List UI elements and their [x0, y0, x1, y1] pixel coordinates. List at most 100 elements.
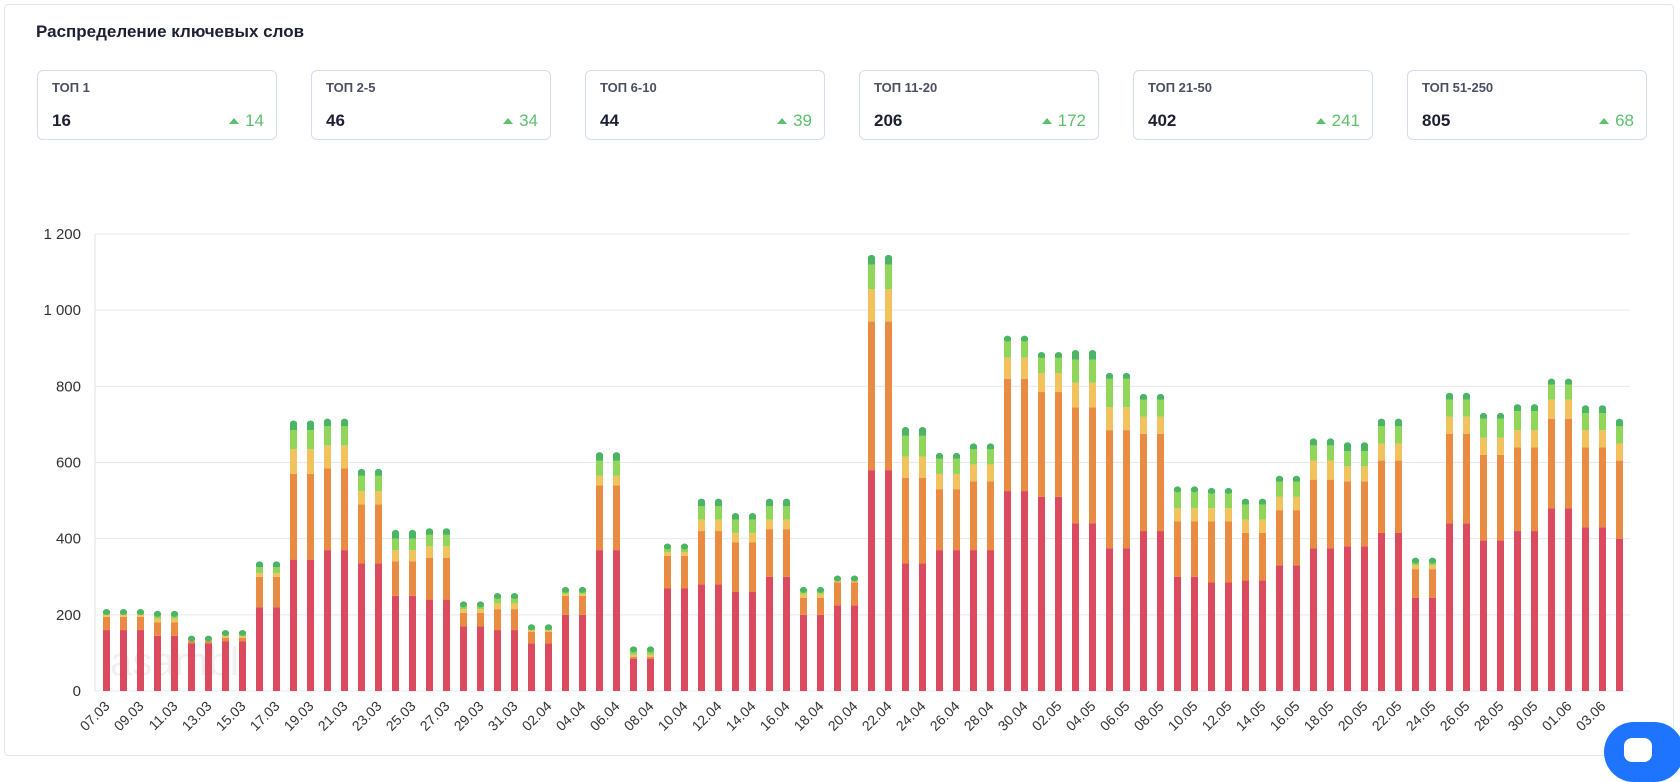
bar-segment	[715, 519, 722, 532]
bar-segment	[1310, 548, 1317, 691]
bar-segment	[1055, 496, 1062, 691]
bar-segment	[766, 529, 773, 577]
bar-cap	[1276, 475, 1283, 482]
x-tick-label: 16.05	[1267, 698, 1303, 734]
x-tick-label: 18.04	[791, 698, 827, 734]
x-tick-label: 26.05	[1437, 698, 1473, 734]
stat-card-top21-50[interactable]: ТОП 21-50 402 241	[1133, 70, 1373, 140]
stat-card-top11-20[interactable]: ТОП 11-20 206 172	[859, 70, 1099, 140]
bar-segment	[1293, 565, 1300, 691]
bar-segment	[222, 641, 229, 691]
x-tick-label: 06.04	[587, 698, 623, 734]
stat-card-top1[interactable]: ТОП 1 16 14	[37, 70, 277, 140]
bar-segment	[698, 584, 705, 691]
bar-cap	[1106, 372, 1113, 379]
bar-segment	[290, 473, 297, 560]
bar-segment	[1123, 407, 1130, 431]
chat-button[interactable]	[1604, 722, 1680, 782]
bar-segment	[1378, 460, 1385, 533]
bar-cap	[664, 543, 671, 550]
bar-segment	[494, 597, 501, 604]
stat-card-top6-10[interactable]: ТОП 6-10 44 39	[585, 70, 825, 140]
bar-segment	[1208, 582, 1215, 691]
bar-segment	[596, 485, 603, 551]
bar-segment	[1157, 416, 1164, 434]
bar-segment	[528, 631, 535, 644]
bar-segment	[579, 593, 586, 596]
bar-segment	[681, 551, 688, 556]
x-tick-label: 29.03	[451, 698, 487, 734]
bar-cap	[1514, 404, 1521, 411]
x-tick-label: 06.05	[1097, 698, 1133, 734]
x-tick-label: 12.04	[689, 698, 725, 734]
bar-segment	[1548, 418, 1555, 509]
bar-segment	[851, 605, 858, 691]
bar-segment	[1174, 491, 1181, 509]
bar-segment	[630, 658, 637, 691]
bar-cap	[851, 575, 858, 582]
bar-segment	[1123, 430, 1130, 549]
x-tick-label: 22.05	[1369, 698, 1405, 734]
x-tick-label: 08.05	[1131, 698, 1167, 734]
bar-segment	[1480, 437, 1487, 455]
bar-cap	[1038, 351, 1045, 358]
x-tick-label: 13.03	[179, 698, 215, 734]
x-tick-label: 16.04	[757, 698, 793, 734]
x-tick-label: 25.03	[383, 698, 419, 734]
bar-segment	[647, 650, 654, 655]
bar-segment	[936, 458, 943, 474]
bar-segment	[1463, 433, 1470, 524]
bar-segment	[1089, 523, 1096, 691]
bar-segment	[1429, 597, 1436, 691]
bar-segment	[273, 576, 280, 608]
bar-segment	[358, 563, 365, 691]
bar-cap	[375, 468, 382, 475]
bar-segment	[1361, 481, 1368, 547]
bar-cap	[562, 586, 569, 593]
bar-segment	[1446, 416, 1453, 434]
bar-segment	[1548, 399, 1555, 419]
bar-cap	[392, 529, 399, 536]
bar-segment	[783, 519, 790, 530]
bar-segment	[1565, 399, 1572, 419]
bar-segment	[1191, 576, 1198, 691]
bar-segment	[613, 475, 620, 486]
bar-segment	[477, 612, 484, 627]
card-delta: 14	[229, 111, 264, 131]
bar-cap	[953, 452, 960, 459]
stat-card-top51-250[interactable]: ТОП 51-250 805 68	[1407, 70, 1647, 140]
bar-segment	[1038, 357, 1045, 374]
bar-segment	[766, 506, 773, 520]
bar-cap	[1174, 486, 1181, 493]
bar-segment	[307, 430, 314, 450]
bar-segment	[1072, 382, 1079, 408]
bar-segment	[1531, 430, 1538, 448]
bar-segment	[1599, 447, 1606, 528]
bar-segment	[1242, 504, 1249, 520]
bar-segment	[358, 504, 365, 564]
bar-segment	[1004, 491, 1011, 691]
bar-segment	[902, 477, 909, 564]
bar-cap	[324, 418, 331, 425]
bar-segment	[103, 630, 110, 691]
bar-segment	[477, 626, 484, 691]
bar-segment	[1140, 399, 1147, 417]
card-value: 805	[1422, 111, 1451, 130]
bar-cap	[1429, 557, 1436, 564]
bar-segment	[511, 597, 518, 604]
bar-segment	[341, 550, 348, 691]
bar-cap	[222, 629, 229, 636]
bar-segment	[647, 654, 654, 657]
bar-cap	[290, 420, 297, 427]
bar-segment	[103, 614, 110, 617]
bar-cap	[817, 586, 824, 593]
bar-cap	[800, 586, 807, 593]
bar-segment	[1072, 523, 1079, 691]
bar-segment	[1565, 418, 1572, 509]
bar-segment	[341, 468, 348, 551]
bar-segment	[443, 599, 450, 691]
bar-cap	[409, 529, 416, 536]
stat-card-top2-5[interactable]: ТОП 2-5 46 34	[311, 70, 551, 140]
bar-segment	[273, 567, 280, 573]
bar-segment	[494, 630, 501, 691]
